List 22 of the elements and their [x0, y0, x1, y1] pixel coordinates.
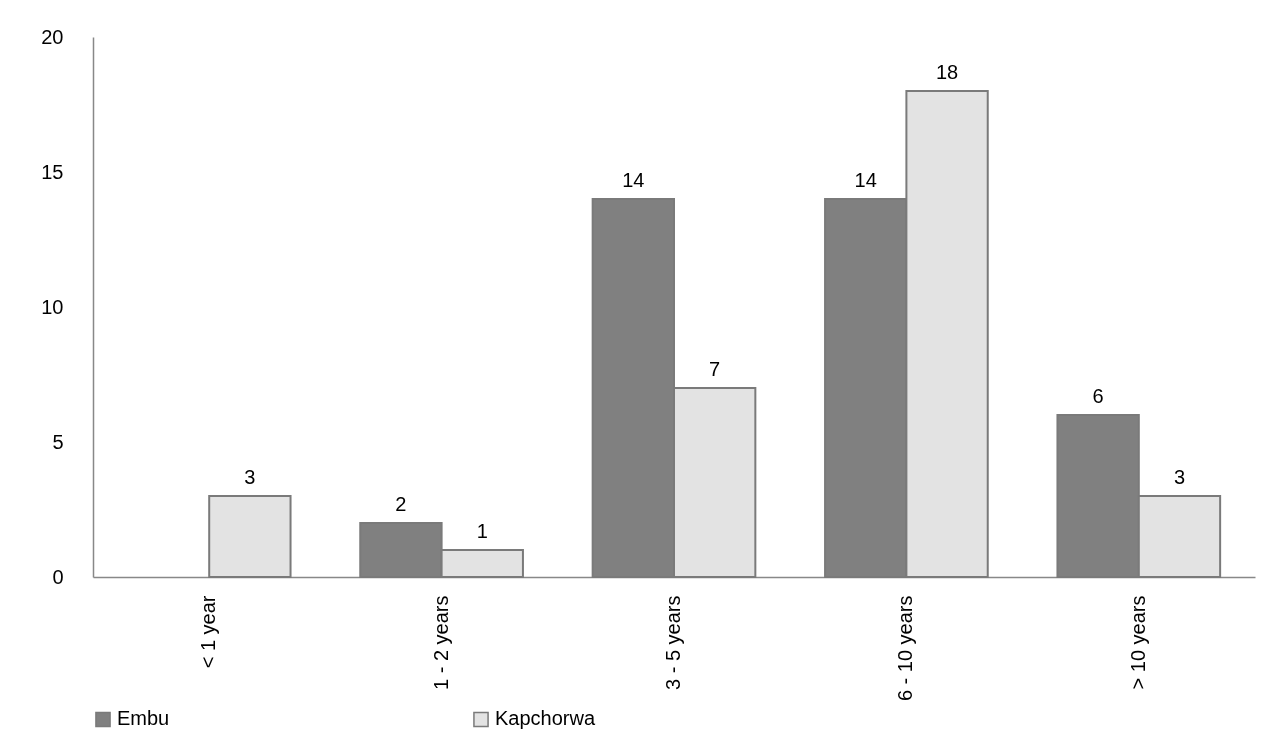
y-tick-label: 20: [41, 25, 64, 48]
data-label: 2: [395, 493, 407, 515]
bar: [208, 495, 292, 578]
x-tick-label: > 10 years: [1126, 595, 1149, 690]
x-tick-label: 3 - 5 years: [662, 595, 684, 690]
data-label: 18: [935, 61, 959, 83]
x-tick-label: 6 - 10 years: [894, 595, 917, 702]
data-label: 14: [854, 169, 877, 191]
y-tick-label: 5: [52, 430, 64, 453]
data-label: 14: [622, 169, 645, 191]
y-tick-label: 10: [41, 295, 64, 318]
data-label: 1: [476, 520, 488, 542]
y-tick-label: 15: [41, 160, 64, 183]
data-label: 6: [1092, 385, 1104, 407]
data-label: 3: [1173, 466, 1186, 488]
legend-label: Kapchorwa: [495, 707, 596, 730]
legend-label: Embu: [117, 707, 170, 730]
data-label: 7: [709, 358, 721, 380]
y-tick-label: 0: [52, 565, 64, 588]
data-label: 3: [244, 466, 256, 488]
x-tick-label: 1 - 2 years: [429, 595, 452, 690]
x-tick-label: < 1 year: [197, 595, 220, 669]
